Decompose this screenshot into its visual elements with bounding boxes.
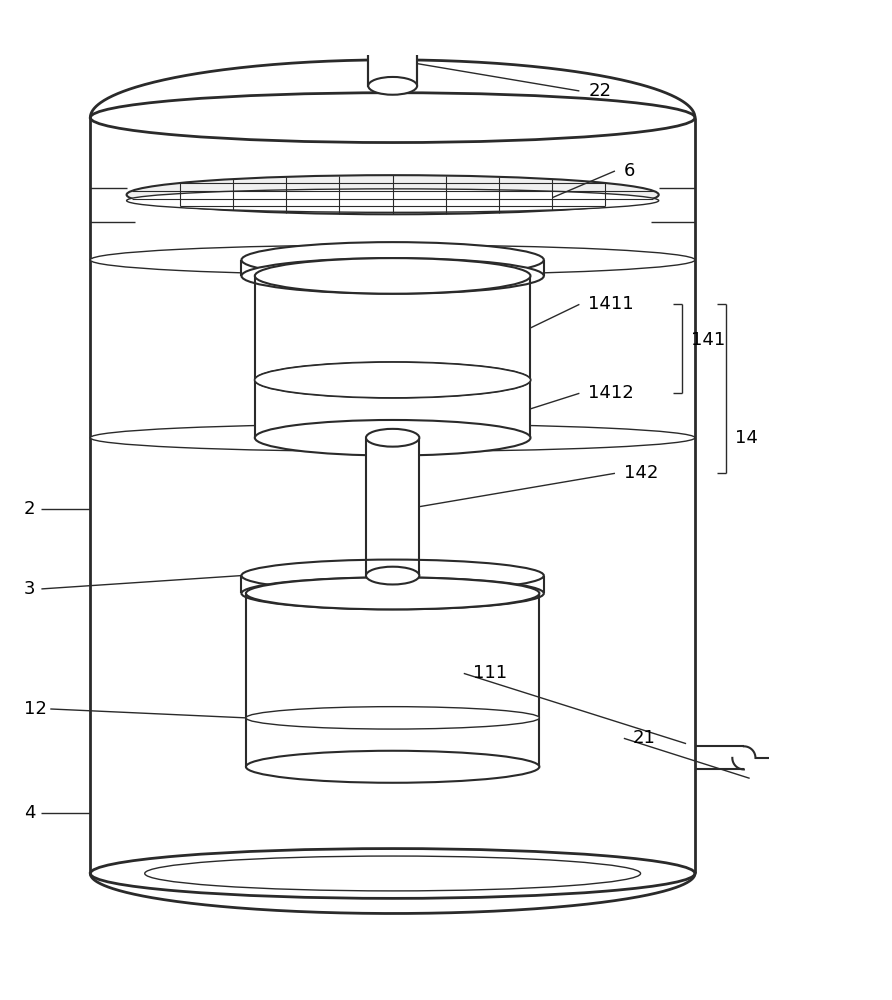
Ellipse shape [246,577,540,609]
Polygon shape [90,60,695,118]
Text: 1411: 1411 [589,295,634,313]
Ellipse shape [242,577,544,609]
Text: 22: 22 [589,82,611,100]
Ellipse shape [255,258,531,294]
Ellipse shape [90,93,695,143]
Ellipse shape [90,424,695,451]
Bar [255,380,531,438]
Bar [255,276,531,380]
Ellipse shape [246,751,540,783]
Text: 6: 6 [624,162,635,180]
Ellipse shape [127,189,658,212]
Ellipse shape [242,242,544,278]
Ellipse shape [368,32,417,50]
Bar [242,576,544,593]
Ellipse shape [127,175,658,214]
Text: 4: 4 [23,804,35,822]
Text: 3: 3 [23,580,35,598]
Bar [242,260,544,276]
Ellipse shape [366,429,419,447]
Text: 12: 12 [23,700,46,718]
Text: 141: 141 [690,331,725,349]
Polygon shape [90,873,695,913]
Text: 2: 2 [23,500,35,518]
Text: 111: 111 [473,664,507,682]
Ellipse shape [90,245,695,275]
Ellipse shape [255,362,531,398]
Ellipse shape [242,560,544,592]
Bar [368,41,417,86]
Ellipse shape [90,849,695,898]
Bar [366,438,419,576]
Text: 142: 142 [624,464,658,482]
Ellipse shape [255,362,531,398]
Ellipse shape [242,258,544,294]
Text: 1412: 1412 [589,384,634,402]
Ellipse shape [145,856,640,891]
Ellipse shape [368,77,417,95]
Text: 21: 21 [632,729,656,747]
Bar [246,593,540,767]
Ellipse shape [246,707,540,729]
Ellipse shape [255,420,531,456]
Ellipse shape [366,567,419,584]
Text: 14: 14 [735,429,758,447]
